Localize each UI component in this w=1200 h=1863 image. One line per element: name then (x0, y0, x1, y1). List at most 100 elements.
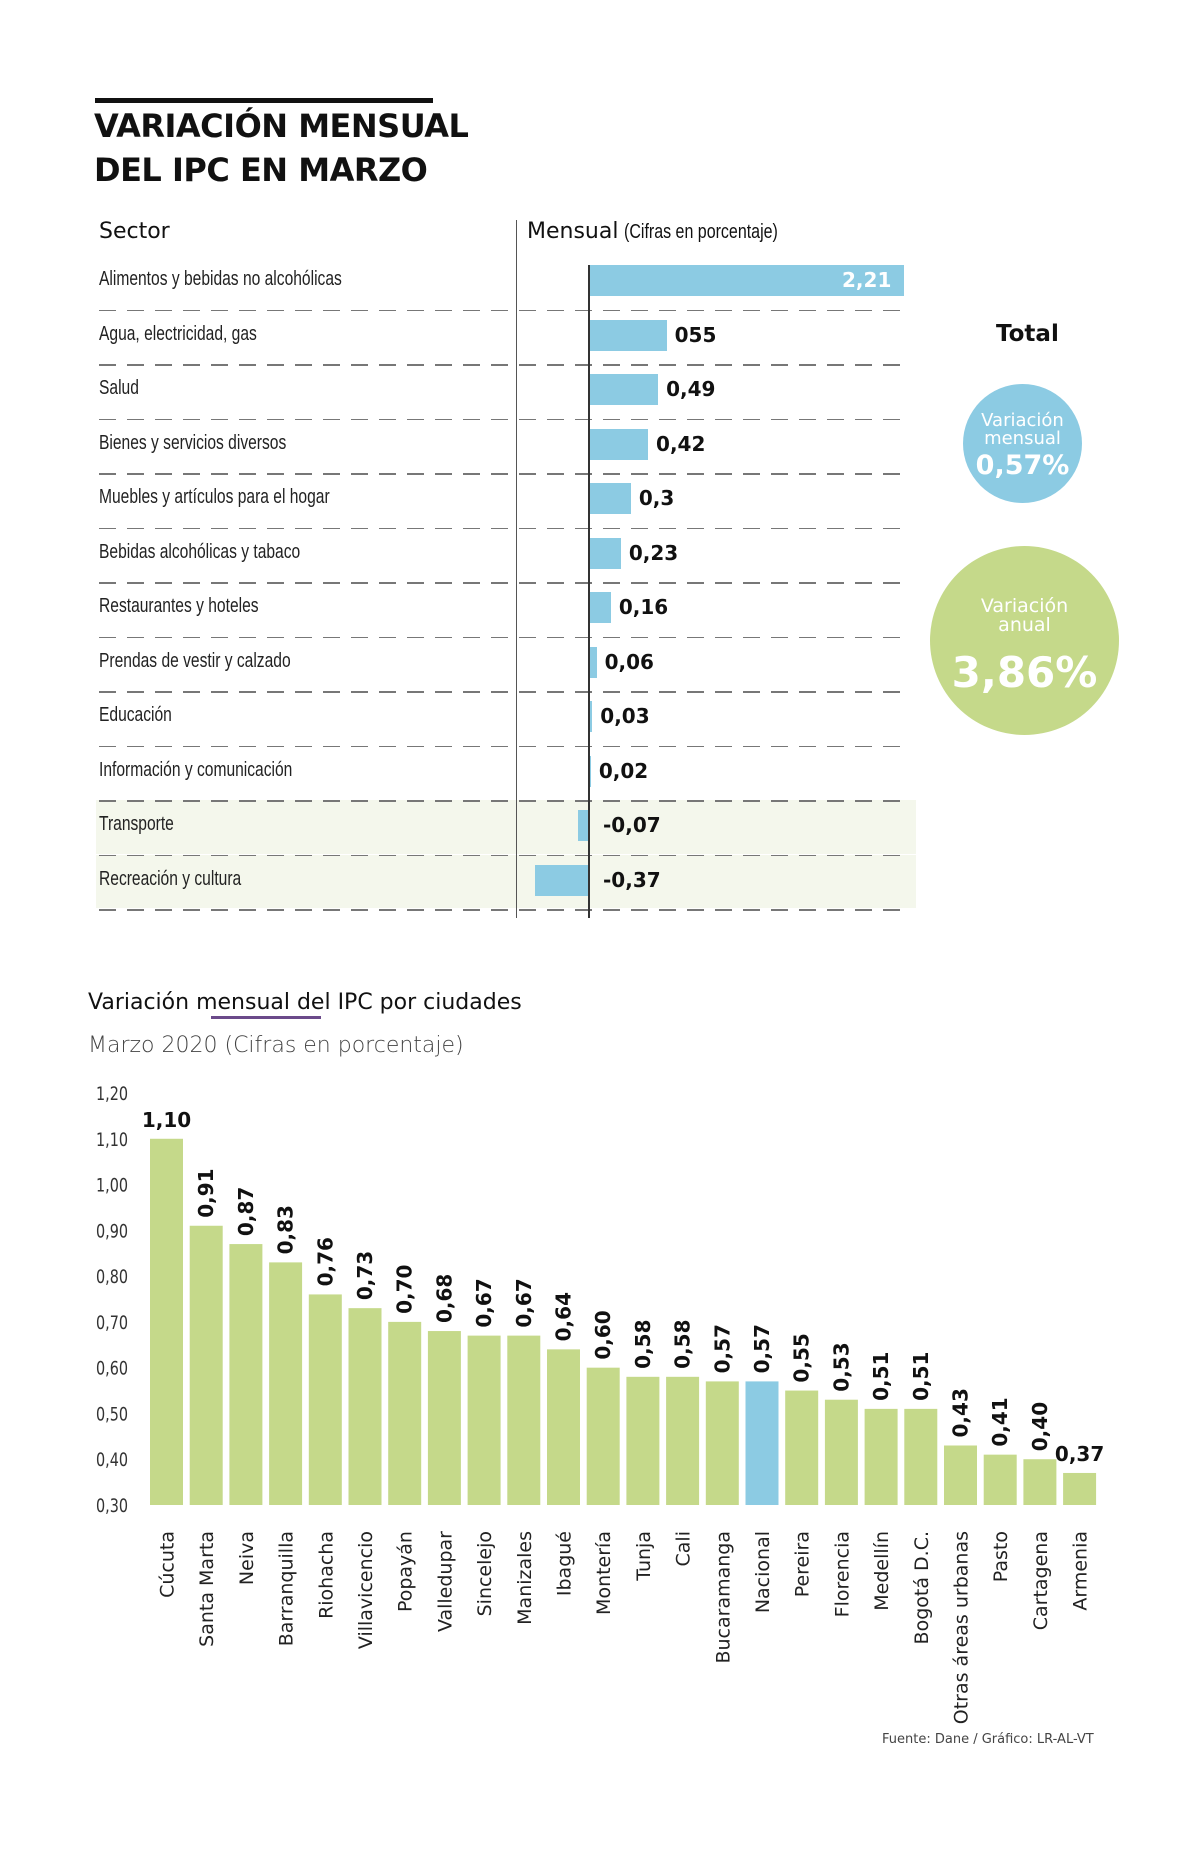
column-separator (516, 220, 517, 918)
sector-value-label: -0,07 (603, 813, 661, 837)
sector-label: Transporte (99, 813, 174, 835)
city-category-label: Armenia (1070, 1531, 1092, 1611)
city-value-label: 0,58 (631, 1319, 655, 1368)
city-value-label: 1,10 (142, 1108, 191, 1132)
city-value-label: 0,37 (1055, 1442, 1104, 1466)
title-underline (211, 1016, 321, 1019)
city-category-label: Otras áreas urbanas (951, 1531, 973, 1724)
sector-value-label: 0,02 (598, 758, 649, 783)
city-category-label: Sincelejo (474, 1531, 496, 1616)
annual-badge-line2: anual (998, 614, 1051, 636)
city-bar (944, 1445, 977, 1505)
zero-axis-line (588, 265, 590, 918)
city-value-label: 0,41 (988, 1397, 1012, 1446)
sector-value-label: 0,42 (656, 431, 706, 456)
city-bar (308, 1294, 342, 1505)
row-separator (99, 691, 911, 693)
annual-variation-badge: Variación anual 3,86% (930, 546, 1119, 735)
highlight-row-bg (96, 800, 916, 854)
y-tick-label: 0,70 (96, 1312, 128, 1334)
city-bar (1063, 1472, 1097, 1505)
city-category-label: Manizales (514, 1531, 536, 1625)
sector-value-label: 0,16 (618, 595, 669, 619)
city-value-label: 0,67 (512, 1278, 536, 1327)
highlight-row-bg (96, 854, 916, 908)
y-tick-label: 1,10 (96, 1129, 128, 1151)
column-header-mensual: Mensual (Cifras en porcentaje) (527, 219, 816, 244)
city-bar (705, 1381, 739, 1505)
sector-label: Recreación y cultura (99, 867, 242, 890)
sector-label: Salud (99, 377, 139, 399)
city-category-label: Florencia (831, 1531, 853, 1617)
city-value-label: 0,91 (194, 1168, 218, 1217)
sector-label: Agua, electricidad, gas (99, 322, 257, 345)
city-category-label: Pasto (990, 1531, 1012, 1582)
sector-value-label: 055 (674, 322, 717, 347)
city-category-label: Cali (673, 1531, 695, 1566)
sector-label: Bebidas alcohólicas y tabaco (99, 540, 301, 563)
monthly-badge-line1: Variación (981, 410, 1064, 431)
city-chart-subtitle: Marzo 2020 (Cifras en porcentaje) (88, 1033, 464, 1058)
city-category-label: Santa Marta (196, 1531, 218, 1647)
y-tick-label: 1,00 (96, 1175, 128, 1197)
city-value-label: 0,51 (869, 1352, 893, 1401)
y-tick-label: 0,50 (96, 1403, 128, 1425)
city-value-label: 0,67 (472, 1278, 496, 1327)
monthly-variation-badge: Variación mensual 0,57% (963, 384, 1082, 503)
city-value-label: 0,60 (591, 1310, 615, 1359)
annual-badge-line1: Variación (980, 595, 1069, 617)
row-separator (99, 527, 911, 529)
sector-label: Bienes y servicios diversos (99, 431, 287, 454)
page-title-line-1: VARIACIÓN MENSUAL (94, 107, 469, 145)
city-category-label: Valledupar (434, 1531, 456, 1632)
city-bar (189, 1225, 223, 1505)
city-value-label: 0,55 (790, 1333, 814, 1382)
city-category-label: Tunja (633, 1531, 655, 1582)
city-category-label: Ibagué (554, 1531, 576, 1596)
sector-bar (535, 864, 588, 896)
sector-label: Restaurantes y hoteles (99, 595, 259, 617)
sector-bar (588, 428, 649, 460)
city-value-label: 0,73 (353, 1251, 377, 1300)
city-bar (785, 1390, 819, 1505)
city-category-label: Neiva (236, 1531, 258, 1585)
city-value-label: 0,51 (909, 1352, 933, 1401)
sector-value-label: 0,49 (666, 377, 716, 401)
city-category-label: Riohacha (315, 1531, 337, 1619)
city-value-label: 0,40 (1028, 1402, 1052, 1451)
sector-label: Educación (99, 704, 172, 726)
city-value-label: 0,58 (671, 1319, 695, 1368)
city-value-label: 0,57 (710, 1324, 734, 1373)
city-bar (507, 1335, 541, 1505)
city-category-label: Bogotá D.C. (911, 1531, 933, 1644)
city-category-label: Medellín (871, 1531, 893, 1611)
monthly-badge-line2: mensual (984, 428, 1061, 449)
city-bar (427, 1331, 461, 1505)
sector-bar (588, 374, 659, 405)
city-bar (388, 1321, 422, 1505)
city-value-label: 0,53 (829, 1342, 853, 1391)
city-bar (229, 1244, 263, 1505)
row-separator (99, 582, 911, 584)
y-tick-label: 0,30 (96, 1495, 128, 1517)
row-separator (99, 854, 911, 856)
sector-label: Prendas de vestir y calzado (99, 649, 291, 672)
city-bar (150, 1138, 183, 1505)
city-bar (824, 1399, 858, 1505)
monthly-badge-value: 0,57% (975, 450, 1070, 481)
sector-bar (588, 265, 905, 296)
y-tick-label: 0,60 (96, 1358, 128, 1380)
sector-value-label: 0,3 (638, 486, 675, 510)
sector-value-label: -0,37 (603, 867, 661, 892)
city-category-label: Villavicencio (355, 1531, 377, 1649)
city-bar (586, 1367, 620, 1505)
sector-bar (588, 701, 593, 732)
sector-label: Muebles y artículos para el hogar (99, 486, 330, 508)
city-bar (904, 1408, 938, 1505)
city-value-label: 0,57 (750, 1324, 774, 1373)
column-header-mensual-note: (Cifras en porcentaje) (623, 221, 778, 243)
sector-bar (588, 483, 631, 514)
source-note: Fuente: Dane / Gráfico: LR-AL-VT (882, 1732, 1094, 1747)
sector-bar (588, 319, 667, 351)
row-separator (99, 745, 911, 747)
